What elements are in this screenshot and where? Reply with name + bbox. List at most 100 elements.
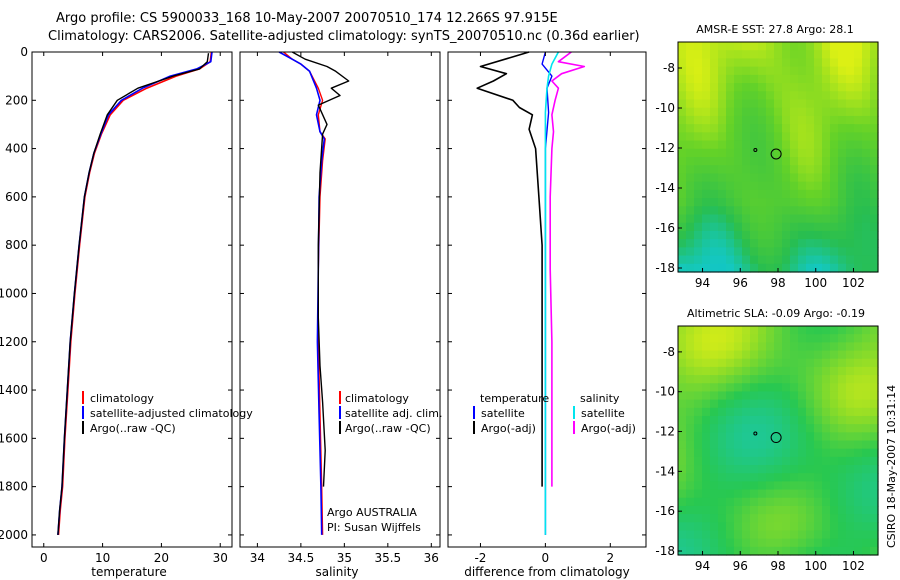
sst_map-ytick-label: -16 [655, 221, 675, 235]
sst_map-cell [758, 247, 767, 257]
sla_map-cell [750, 505, 759, 515]
sla_map-cell [862, 432, 871, 442]
sst_map-cell [798, 189, 807, 199]
sst_map-cell [822, 50, 831, 60]
sst_map-cell [686, 42, 695, 51]
sla_map-cell [790, 465, 799, 474]
sst_map-cell [830, 115, 839, 125]
sla_map-cell [806, 391, 815, 401]
sst_map-cell [798, 157, 807, 166]
sla_map-cell [822, 334, 831, 343]
sla_map-cell [838, 448, 847, 458]
sst_map-cell [678, 74, 687, 84]
sla_map-cell [718, 465, 727, 474]
sla_map-cell [838, 456, 847, 466]
sla_map-cell [750, 473, 759, 482]
difference-xlabel: difference from climatology [464, 565, 630, 579]
sst_map-cell [814, 189, 823, 199]
sst_map-cell [718, 115, 727, 125]
sla_map-cell [710, 358, 719, 368]
sla_map-cell [774, 415, 783, 425]
sla_map-cell [726, 481, 735, 491]
sst_map-cell [862, 181, 871, 191]
sst_map-cell [734, 263, 743, 273]
sst_map-cell [774, 157, 783, 166]
sla_map-cell [694, 489, 703, 499]
sla_map-cell [678, 440, 687, 450]
sst_map-cell [870, 214, 879, 224]
sst_map-cell [710, 115, 719, 125]
sla_map-cell [710, 432, 719, 442]
sla_map-cell [710, 514, 719, 523]
sst_map-cell [702, 222, 711, 232]
sla_map-cell [862, 546, 871, 556]
sla_map-cell [710, 465, 719, 474]
sst_map-cell [830, 181, 839, 191]
sst_map-cell [702, 91, 711, 101]
sst_map-xtick-label: 96 [733, 276, 748, 290]
sla_map-cell [782, 505, 791, 515]
sst_map-cell [774, 83, 783, 92]
sla_map-cell [678, 391, 687, 401]
sst_map-cell [742, 181, 751, 191]
sst_map-cell [846, 157, 855, 166]
sla_map-cell [822, 358, 831, 368]
sst_map-cell [774, 124, 783, 133]
sst_map-cell [806, 165, 815, 175]
sla_map-cell [822, 375, 831, 384]
sla_map-cell [766, 326, 775, 335]
sla_map-cell [782, 473, 791, 482]
sst_map-cell [790, 214, 799, 224]
sla_map-cell [774, 448, 783, 458]
sst_map-cell [830, 99, 839, 109]
sst_map-cell [822, 157, 831, 166]
sst_map-cell [694, 74, 703, 84]
sst_map-cell [718, 140, 727, 150]
sst_map-cell [814, 239, 823, 248]
sla_map-cell [758, 415, 767, 425]
sst_map-cell [806, 263, 815, 273]
sst_map-cell [822, 66, 831, 76]
sst_map-cell [750, 181, 759, 191]
sla_map-cell [766, 350, 775, 360]
sst_map-cell [750, 198, 759, 207]
sst_map-cell [694, 255, 703, 265]
sla_map-cell [870, 407, 879, 417]
sla_map-cell [806, 383, 815, 393]
sst_map-cell [870, 247, 879, 257]
sst_map-cell [742, 198, 751, 207]
sst_map-cell [726, 140, 735, 150]
sla_map-cell [758, 407, 767, 417]
sst_map-cell [734, 239, 743, 248]
sst_map-cell [806, 148, 815, 158]
sla_map-cell [678, 432, 687, 442]
salinity-ticks: 34 34.5 35 35.5 36 [240, 51, 440, 565]
sst_map-cell [718, 173, 727, 183]
sla_map-cell [726, 391, 735, 401]
sst_map-cell [726, 165, 735, 175]
sst_map-cell [822, 132, 831, 142]
sla_map-cell [734, 342, 743, 352]
sla_map-cell [734, 399, 743, 409]
sst_map-cell [702, 189, 711, 199]
sla_map-cell [862, 522, 871, 532]
sla_map-cell [678, 497, 687, 507]
sla_map-cell [854, 383, 863, 393]
sla_map-cell [742, 448, 751, 458]
sla_map-cell [718, 383, 727, 393]
salinity-xlabel: salinity [315, 565, 358, 579]
sla_map-cell [774, 489, 783, 499]
sla_map-cell [798, 522, 807, 532]
sla_map-cell [702, 481, 711, 491]
sla_map-cell [830, 407, 839, 417]
sla_map-cell [838, 440, 847, 450]
sla_map-cell [854, 432, 863, 442]
sla_map-cell [686, 407, 695, 417]
sla_map-cell [694, 522, 703, 532]
difference-series-line-1 [476, 51, 543, 487]
sla_map-cell [750, 407, 759, 417]
sst_map-cell [854, 58, 863, 68]
salinity-panel: 34 34.5 35 35.5 36 salinity climatology sate… [239, 51, 442, 579]
sla_map-cell [742, 473, 751, 482]
sst_map-cell [782, 74, 791, 84]
